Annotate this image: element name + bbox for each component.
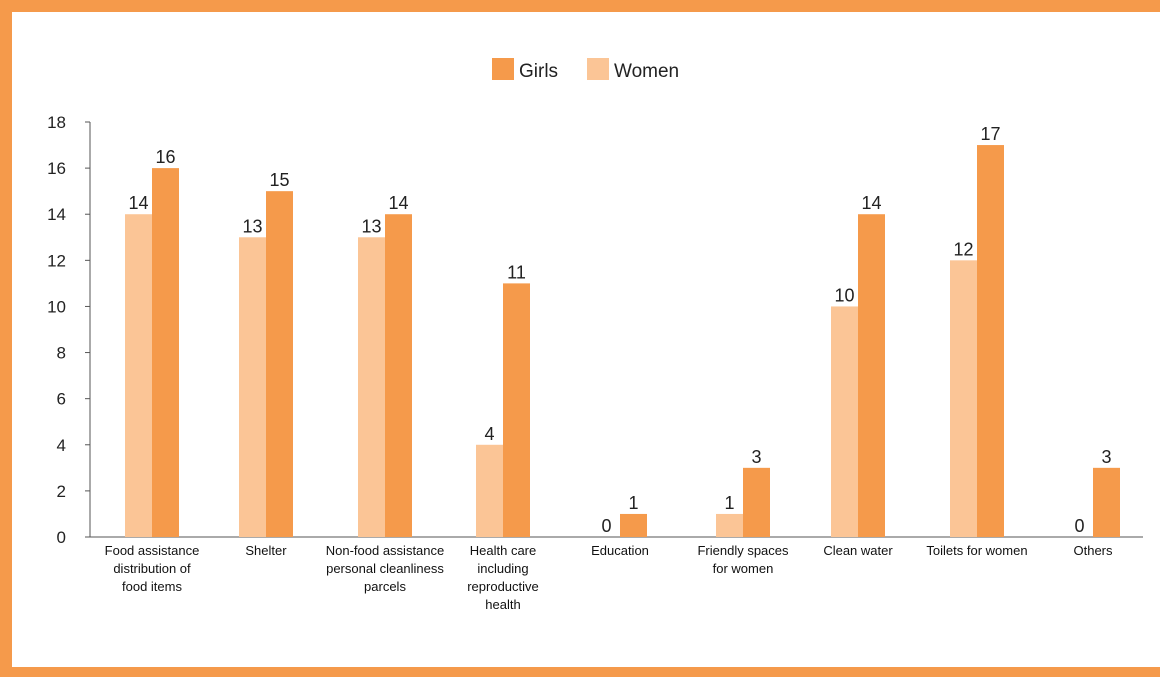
data-label-women: 12 xyxy=(953,239,973,259)
data-label-women: 10 xyxy=(834,285,854,305)
y-tick-label: 8 xyxy=(57,344,66,363)
y-tick-label: 14 xyxy=(47,205,66,224)
bar-women xyxy=(950,260,977,537)
bar-girls xyxy=(266,191,293,537)
data-label-women: 13 xyxy=(242,216,262,236)
bar-girls xyxy=(152,168,179,537)
x-category-label: Education xyxy=(591,543,649,558)
x-category-label-line: Food assistance xyxy=(105,543,200,558)
x-category-label: Friendly spaces for women xyxy=(697,543,789,576)
data-label-girls: 17 xyxy=(980,124,1000,144)
x-category-label-line: Shelter xyxy=(245,543,287,558)
x-category-label-line: health xyxy=(485,597,520,612)
bars xyxy=(125,145,1120,538)
x-category-label-line: Clean water xyxy=(823,543,893,558)
x-category-label-line: including xyxy=(477,561,528,576)
y-tick-label: 4 xyxy=(57,436,66,455)
x-category-label-line: Non-food assistance xyxy=(326,543,445,558)
y-tick-label: 18 xyxy=(47,113,66,132)
x-category-label: Non-food assistance personal cleanliness p… xyxy=(326,543,445,594)
data-label-women: 0 xyxy=(601,516,611,536)
x-category-label: Others xyxy=(1073,543,1113,558)
bar-women xyxy=(831,306,858,537)
bar-girls xyxy=(858,214,885,537)
data-label-girls: 15 xyxy=(269,170,289,190)
x-category-label-line: for women xyxy=(713,561,774,576)
x-category-label-line: parcels xyxy=(364,579,406,594)
legend-swatch-girls xyxy=(492,58,514,80)
x-category-label-line: distribution of xyxy=(113,561,191,576)
x-axis: Food assistance distribution of food items… xyxy=(90,536,1143,612)
x-category-label: Toilets for women xyxy=(926,543,1027,558)
x-category-label-line: reproductive xyxy=(467,579,539,594)
x-category-label-line: Education xyxy=(591,543,649,558)
x-category-label: Clean water xyxy=(823,543,893,558)
x-category-label-line: personal cleanliness xyxy=(326,561,444,576)
bar-girls xyxy=(1093,467,1120,537)
legend-swatch-women xyxy=(587,58,609,80)
x-category-label: Food assistance distribution of food items xyxy=(105,543,200,594)
data-label-girls: 16 xyxy=(155,147,175,167)
bar-women xyxy=(358,237,385,537)
x-category-label: Health care including reproductive health xyxy=(467,543,539,612)
bar-women xyxy=(716,513,743,537)
bar-girls xyxy=(977,145,1004,538)
data-label-women: 1 xyxy=(724,493,734,513)
bar-girls xyxy=(385,214,412,537)
data-label-girls: 1 xyxy=(628,493,638,513)
x-category-label: Shelter xyxy=(245,543,287,558)
y-tick-label: 12 xyxy=(47,251,66,270)
data-label-women: 0 xyxy=(1074,516,1084,536)
data-label-women: 14 xyxy=(128,193,148,213)
data-label-girls: 14 xyxy=(388,193,408,213)
x-category-label-line: Others xyxy=(1073,543,1113,558)
x-category-label-line: Toilets for women xyxy=(926,543,1027,558)
bar-girls xyxy=(743,467,770,537)
bar-women xyxy=(476,444,503,537)
y-tick-label: 2 xyxy=(57,482,66,501)
data-label-women: 13 xyxy=(361,216,381,236)
data-label-girls: 3 xyxy=(751,447,761,467)
data-label-girls: 3 xyxy=(1101,447,1111,467)
bar-girls xyxy=(503,283,530,537)
data-label-women: 4 xyxy=(484,424,494,444)
bar-women xyxy=(125,214,152,537)
legend: Girls Women xyxy=(492,58,679,82)
y-tick-label: 16 xyxy=(47,159,66,178)
x-category-label-line: food items xyxy=(122,579,182,594)
legend-label-girls: Girls xyxy=(519,61,558,82)
data-label-girls: 11 xyxy=(507,262,526,282)
bar-women xyxy=(239,237,266,537)
data-label-girls: 14 xyxy=(861,193,881,213)
x-category-label-line: Health care xyxy=(470,543,536,558)
y-tick-label: 0 xyxy=(57,528,66,547)
bar-girls xyxy=(620,513,647,537)
y-tick-label: 6 xyxy=(57,390,66,409)
y-tick-label: 10 xyxy=(47,297,66,316)
legend-label-women: Women xyxy=(614,61,679,82)
y-axis: 0 2 4 6 8 10 12 14 16 18 xyxy=(47,113,91,547)
x-category-label-line: Friendly spaces xyxy=(697,543,789,558)
